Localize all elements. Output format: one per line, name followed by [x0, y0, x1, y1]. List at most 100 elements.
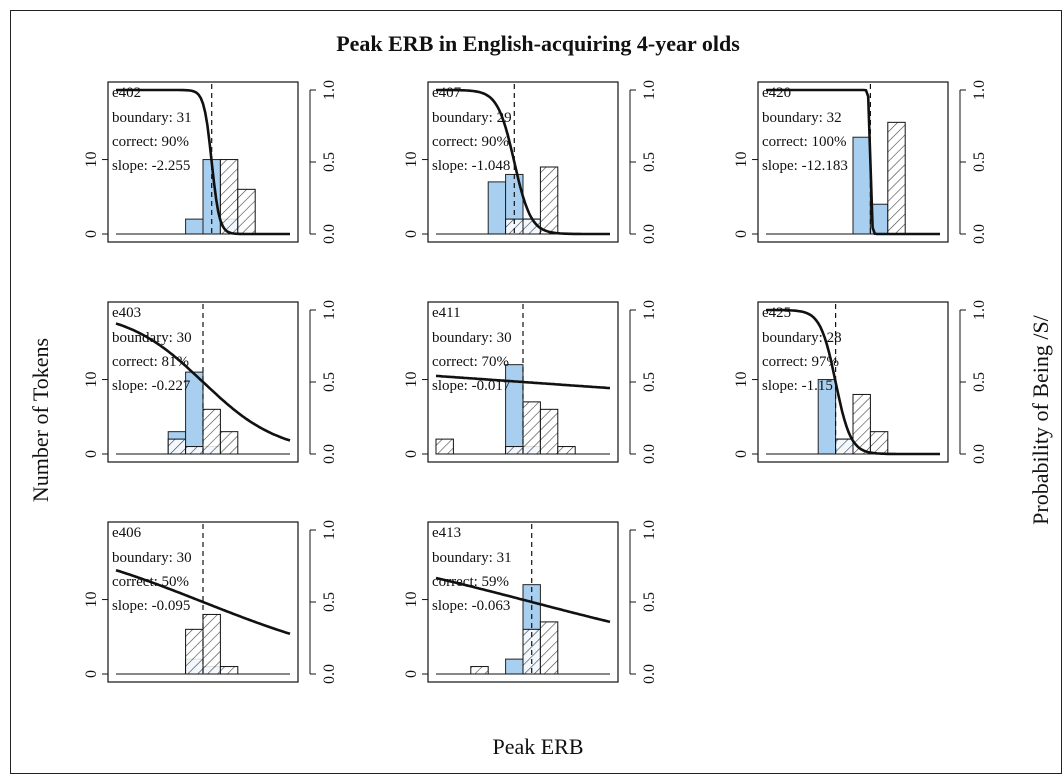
right-tick-label: 0.0	[321, 664, 338, 684]
panel-info-line: boundary: 31	[432, 550, 512, 566]
panel-info-line: slope: -0.095	[112, 598, 190, 614]
bar-blue	[487, 181, 507, 235]
panel-e420: 0 10 0.0 0.5 1.0 e420 boundary: 32 correct: 100…	[733, 80, 988, 244]
panel-info-line: correct: 81%	[112, 354, 189, 370]
right-tick-label: 0.0	[321, 224, 338, 244]
panel-info-line: boundary: 32	[762, 110, 842, 126]
x-axis-label: Peak ERB	[492, 734, 583, 759]
bar-hatched	[202, 613, 221, 675]
panel-info-line: correct: 59%	[432, 574, 509, 590]
panel-box	[757, 301, 949, 463]
panel-info-line: boundary: 30	[432, 330, 512, 346]
left-tick-label: 10	[83, 372, 100, 388]
y-axis-label-right: Probability of Being /S/	[1028, 314, 1053, 525]
left-tick-label: 10	[403, 592, 420, 608]
bar-hatched	[185, 446, 204, 455]
panel-box	[757, 81, 949, 243]
panel-info-line: correct: 90%	[112, 134, 189, 150]
right-tick-label: 0.0	[641, 444, 658, 464]
left-tick-label: 10	[403, 152, 420, 168]
chart-title: Peak ERB in English-acquiring 4-year old…	[336, 31, 740, 56]
right-tick-label: 0.0	[641, 664, 658, 684]
left-tick-label: 10	[733, 152, 750, 168]
probability-curve	[115, 568, 291, 636]
bar-hatched	[219, 431, 239, 455]
right-tick-label: 0.5	[971, 152, 988, 172]
bar-hatched	[435, 438, 454, 455]
panel-info-line: slope: -12.183	[762, 158, 848, 174]
panel-e406: 0 10 0.0 0.5 1.0 e406 boundary: 30 correct: 50%…	[83, 520, 338, 684]
panel-label: e425	[762, 305, 791, 321]
panel-info-line: slope: -0.063	[432, 598, 510, 614]
left-tick-label: 0	[83, 670, 100, 678]
panel-info-line: correct: 90%	[432, 134, 509, 150]
right-tick-label: 1.0	[971, 80, 988, 100]
right-tick-label: 0.5	[641, 152, 658, 172]
right-tick-label: 0.5	[641, 592, 658, 612]
panel-info-line: slope: -0.017	[432, 378, 511, 394]
panel-info-line: correct: 50%	[112, 574, 189, 590]
panel-info-line: boundary: 30	[112, 550, 192, 566]
right-tick-label: 1.0	[641, 520, 658, 540]
probability-curve	[115, 322, 291, 442]
panel-box	[107, 81, 299, 243]
probability-curve	[435, 576, 611, 624]
bar-hatched	[835, 438, 854, 455]
left-tick-label: 0	[83, 450, 100, 458]
panel-info-line: boundary: 29	[432, 110, 512, 126]
bar-hatched	[522, 401, 541, 455]
panel-info-line: slope: -2.255	[112, 158, 190, 174]
left-tick-label: 0	[733, 450, 750, 458]
bar-hatched	[202, 408, 221, 455]
bar-hatched	[869, 431, 889, 455]
right-tick-label: 1.0	[321, 80, 338, 100]
panel-label: e411	[432, 305, 461, 321]
bar-hatched	[219, 666, 239, 675]
right-tick-label: 1.0	[321, 300, 338, 320]
bar-hatched	[505, 446, 524, 455]
left-tick-label: 0	[403, 670, 420, 678]
right-tick-label: 0.5	[321, 372, 338, 392]
panel-e425: 0 10 0.0 0.5 1.0 e425 boundary: 28 correct: 97%…	[733, 300, 988, 464]
right-tick-label: 1.0	[971, 300, 988, 320]
panel-info-line: correct: 97%	[762, 354, 839, 370]
right-tick-label: 0.5	[321, 592, 338, 612]
panel-box	[107, 301, 299, 463]
bar-blue	[852, 136, 871, 235]
right-tick-label: 0.0	[971, 444, 988, 464]
panel-box	[107, 521, 299, 683]
panel-info-line: boundary: 31	[112, 110, 192, 126]
bar-hatched	[237, 188, 256, 235]
panel-box	[427, 81, 619, 243]
panel-info-line: slope: -1.048	[432, 158, 510, 174]
panel-label: e403	[112, 305, 141, 321]
panel-info-line: slope: -1.15	[762, 378, 833, 394]
panel-box	[427, 301, 619, 463]
left-tick-label: 10	[403, 372, 420, 388]
bar-hatched	[219, 159, 239, 235]
panel-info-line: boundary: 30	[112, 330, 192, 346]
y-axis-label-left: Number of Tokens	[28, 338, 53, 502]
bar-hatched	[185, 628, 204, 675]
right-tick-label: 0.0	[971, 224, 988, 244]
panel-e407: 0 10 0.0 0.5 1.0 e407 boundary: 29 correct: 90%…	[403, 80, 658, 244]
panel-label: e407	[432, 85, 462, 101]
panel-info-line: correct: 70%	[432, 354, 509, 370]
left-tick-label: 10	[83, 592, 100, 608]
bar-hatched	[539, 621, 559, 675]
panel-box	[427, 521, 619, 683]
panel-info-line: slope: -0.227	[112, 378, 191, 394]
panel-e403: 0 10 0.0 0.5 1.0 e403 boundary: 30 correct: 81%…	[83, 300, 338, 464]
bar-hatched	[887, 121, 906, 235]
panel-label: e402	[112, 85, 141, 101]
left-tick-label: 0	[83, 230, 100, 238]
left-tick-label: 10	[83, 152, 100, 168]
left-tick-label: 0	[403, 230, 420, 238]
bar-hatched	[557, 446, 576, 455]
panel-label: e413	[432, 525, 461, 541]
panel-label: e406	[112, 525, 142, 541]
panels: 0 10 0.0 0.5 1.0 e402 boundary: 31 correct: 90%…	[83, 80, 988, 684]
bar-hatched	[470, 666, 489, 675]
left-tick-label: 10	[733, 372, 750, 388]
left-tick-label: 0	[733, 230, 750, 238]
